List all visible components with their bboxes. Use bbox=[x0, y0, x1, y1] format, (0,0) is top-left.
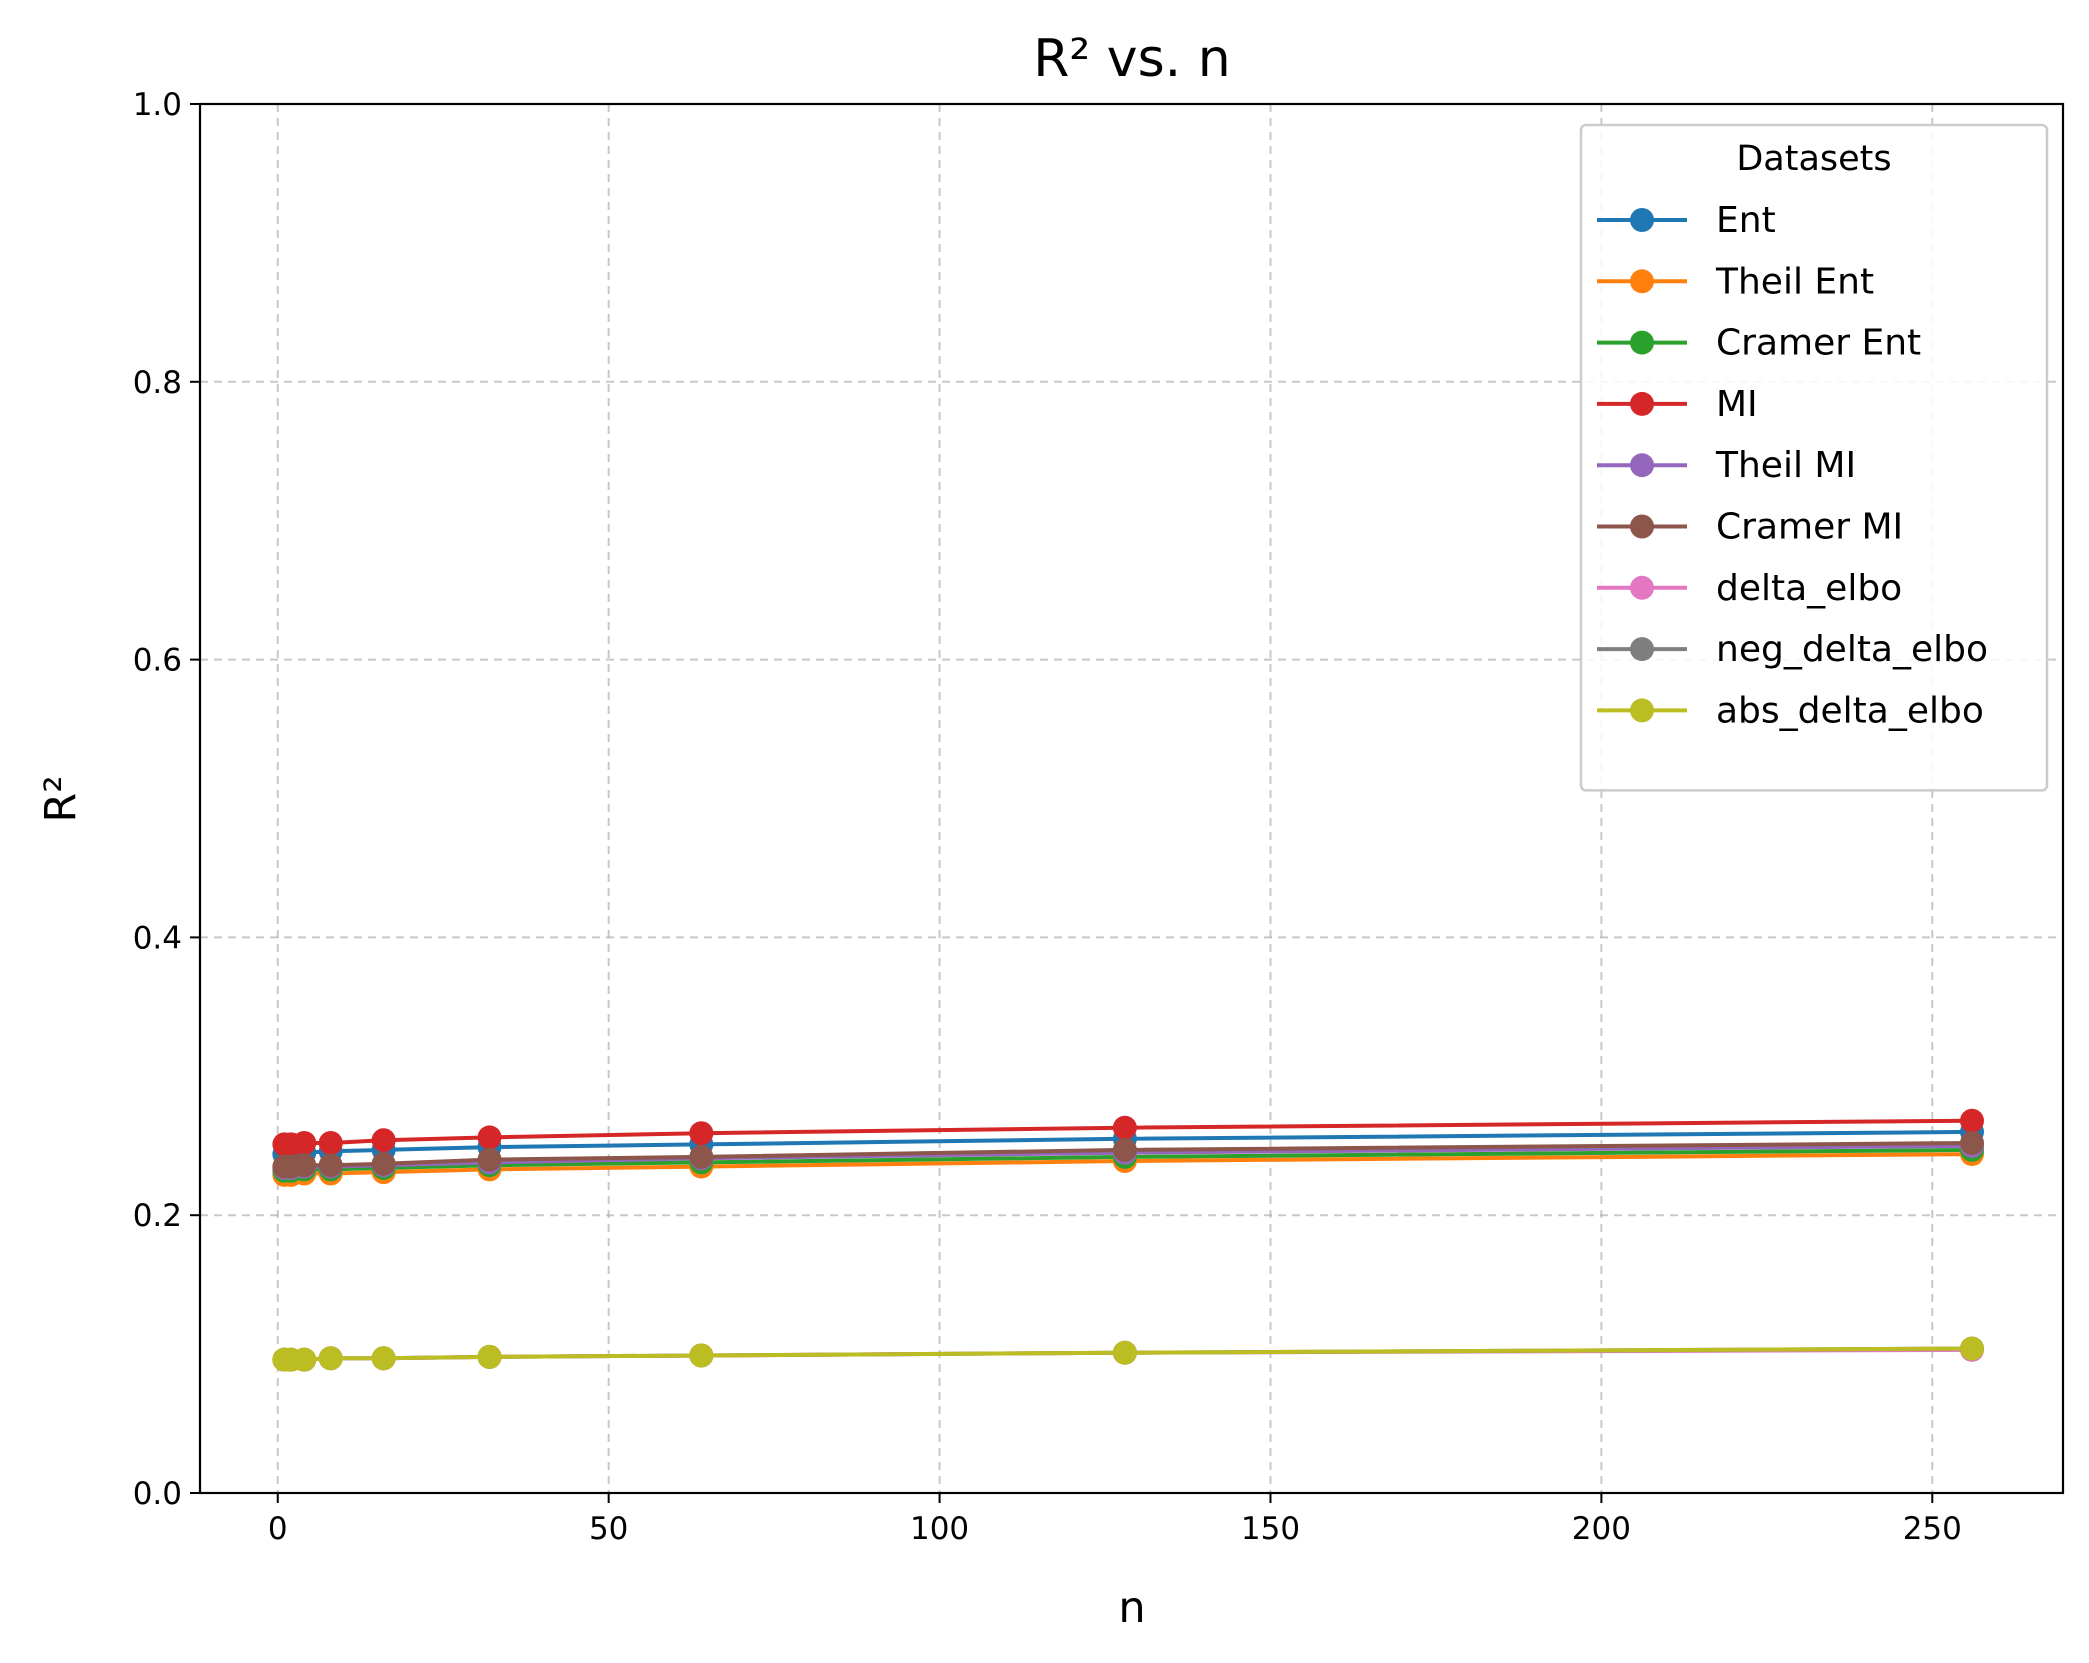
y-tick-label: 0.0 bbox=[133, 1476, 182, 1512]
legend-entry-abs-delta-elbo: abs_delta_elbo bbox=[1597, 690, 1984, 731]
y-tick-label: 0.8 bbox=[133, 365, 182, 401]
legend-marker-delta-elbo bbox=[1630, 575, 1654, 600]
legend-title: Datasets bbox=[1736, 139, 1891, 179]
data-point-mi bbox=[689, 1121, 714, 1146]
legend-label-ent: Ent bbox=[1716, 200, 1776, 241]
series-layer bbox=[272, 1108, 1985, 1372]
data-point-abs-delta-elbo bbox=[1112, 1340, 1137, 1365]
data-point-abs-delta-elbo bbox=[371, 1346, 396, 1371]
legend-entry-theil-mi: Theil MI bbox=[1597, 445, 1856, 486]
data-point-mi bbox=[477, 1125, 502, 1150]
data-point-mi bbox=[1960, 1108, 1985, 1133]
legend-label-mi: MI bbox=[1716, 384, 1758, 425]
data-point-abs-delta-elbo bbox=[477, 1344, 502, 1369]
legend-label-cramer-ent: Cramer Ent bbox=[1716, 323, 1921, 364]
data-point-mi bbox=[1112, 1115, 1137, 1140]
legend-entry-cramer-ent: Cramer Ent bbox=[1597, 323, 1921, 364]
legend: Datasets Ent Theil Ent Cramer Ent MI Theil M… bbox=[1579, 123, 2049, 792]
x-axis-title: n bbox=[1118, 1583, 1145, 1633]
legend-entry-neg-delta-elbo: neg_delta_elbo bbox=[1597, 629, 1988, 670]
legend-marker-theil-mi bbox=[1630, 453, 1654, 478]
legend-marker-theil-ent bbox=[1630, 269, 1654, 294]
data-point-abs-delta-elbo bbox=[1960, 1336, 1985, 1361]
legend-entry-cramer-mi: Cramer MI bbox=[1597, 507, 1903, 548]
x-tick-label: 100 bbox=[910, 1511, 969, 1547]
legend-marker-ent bbox=[1630, 208, 1654, 232]
legend-marker-mi bbox=[1630, 391, 1654, 416]
legend-label-abs-delta-elbo: abs_delta_elbo bbox=[1716, 690, 1984, 731]
data-point-cramer-mi bbox=[371, 1151, 396, 1176]
y-axis-title: R² bbox=[36, 775, 86, 822]
legend-entry-theil-ent: Theil Ent bbox=[1597, 261, 1874, 302]
legend-entry-mi: MI bbox=[1597, 384, 1758, 425]
data-point-mi bbox=[318, 1130, 343, 1155]
chart-title: R² vs. n bbox=[1033, 29, 1230, 89]
legend-label-theil-ent: Theil Ent bbox=[1715, 261, 1874, 302]
legend-label-theil-mi: Theil MI bbox=[1715, 445, 1856, 486]
data-point-cramer-mi bbox=[1112, 1137, 1137, 1162]
x-tick-label: 50 bbox=[589, 1511, 628, 1547]
series-abs-delta-elbo bbox=[272, 1336, 1985, 1372]
x-tick-label: 250 bbox=[1903, 1511, 1962, 1547]
legend-marker-cramer-mi bbox=[1630, 514, 1654, 539]
data-point-mi bbox=[371, 1128, 396, 1153]
axis-ticks: 0 50 100 150 200 250 0.0 0.2 0.4 0.6 0.8 1.0 bbox=[133, 87, 1962, 1547]
legend-box bbox=[1579, 123, 2049, 792]
data-point-cramer-mi bbox=[1960, 1130, 1985, 1155]
x-tick-label: 200 bbox=[1572, 1511, 1631, 1547]
data-point-cramer-mi bbox=[477, 1147, 502, 1172]
legend-label-delta-elbo: delta_elbo bbox=[1716, 568, 1902, 609]
legend-label-cramer-mi: Cramer MI bbox=[1716, 507, 1903, 548]
series-cramer-mi bbox=[272, 1130, 1985, 1179]
data-point-abs-delta-elbo bbox=[318, 1346, 343, 1371]
y-tick-label: 0.4 bbox=[133, 920, 182, 956]
data-point-mi bbox=[292, 1130, 317, 1155]
legend-marker-neg-delta-elbo bbox=[1630, 637, 1654, 662]
y-tick-label: 0.6 bbox=[133, 643, 182, 679]
data-point-cramer-mi bbox=[689, 1144, 714, 1169]
legend-label-neg-delta-elbo: neg_delta_elbo bbox=[1716, 629, 1988, 670]
legend-marker-cramer-ent bbox=[1630, 330, 1654, 355]
plot-frame bbox=[198, 102, 2065, 1495]
data-point-cramer-mi bbox=[318, 1153, 343, 1178]
series-mi bbox=[272, 1108, 1985, 1157]
legend-marker-abs-delta-elbo bbox=[1630, 698, 1654, 723]
data-point-abs-delta-elbo bbox=[689, 1343, 714, 1368]
data-point-abs-delta-elbo bbox=[292, 1347, 317, 1372]
x-tick-label: 150 bbox=[1241, 1511, 1300, 1547]
x-tick-label: 0 bbox=[268, 1511, 288, 1547]
legend-entry-ent: Ent bbox=[1597, 200, 1776, 241]
y-tick-label: 1.0 bbox=[133, 87, 182, 123]
y-tick-label: 0.2 bbox=[133, 1198, 182, 1234]
legend-entries: Ent Theil Ent Cramer Ent MI Theil MI Cramer M… bbox=[1597, 200, 1988, 731]
data-point-cramer-mi bbox=[292, 1153, 317, 1178]
legend-entry-delta-elbo: delta_elbo bbox=[1597, 568, 1902, 609]
